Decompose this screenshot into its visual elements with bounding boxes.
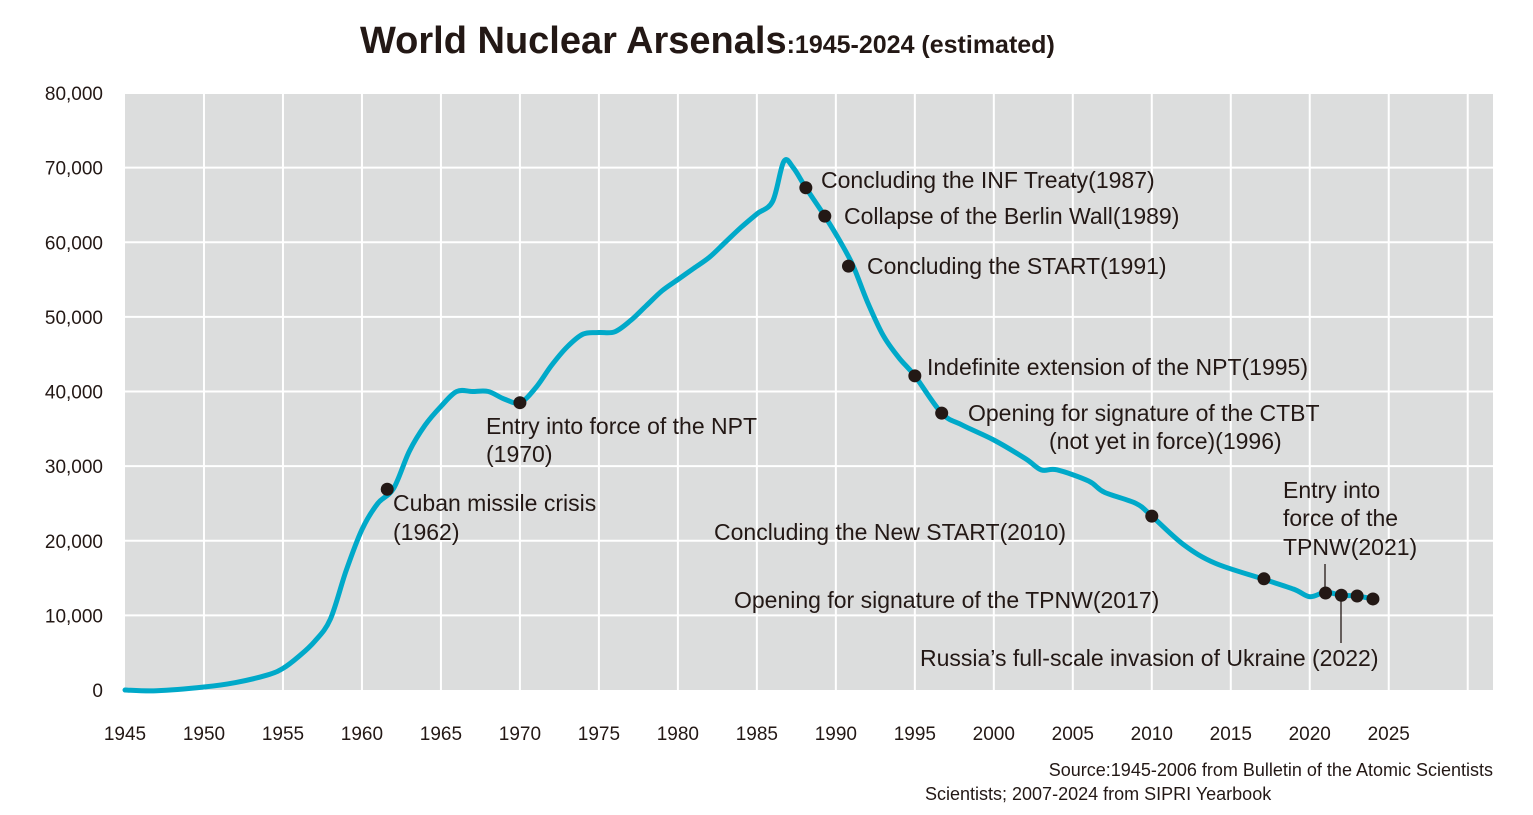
x-tick-label: 2000: [973, 724, 1015, 745]
x-tick-label: 1980: [657, 724, 699, 745]
event-marker: [799, 181, 813, 195]
x-tick-label: 2005: [1052, 724, 1094, 745]
x-tick-label: 1995: [894, 724, 936, 745]
event-marker: [841, 259, 855, 273]
annotation-2021-line2: force of the: [1283, 505, 1398, 531]
y-tick-label: 80,000: [45, 84, 103, 105]
annotation-1989: Collapse of the Berlin Wall(1989): [844, 203, 1179, 229]
source-line-2: Scientists; 2007-2024 from SIPRI Yearboo…: [925, 784, 1272, 804]
annotation-1987: Concluding the INF Treaty(1987): [821, 167, 1155, 193]
y-tick-label: 30,000: [45, 457, 103, 478]
annotation-1991: Concluding the START(1991): [867, 253, 1167, 279]
x-tick-label: 1970: [499, 724, 541, 745]
y-tick-label: 10,000: [45, 606, 103, 627]
chart-title: World Nuclear Arsenals:1945-2024 (estima…: [360, 20, 1055, 62]
annotation-1996-line2: (not yet in force)(1996): [1049, 428, 1282, 454]
event-marker: [1366, 592, 1380, 606]
x-tick-label: 1990: [815, 724, 857, 745]
y-tick-label: 20,000: [45, 532, 103, 553]
x-tick-label: 1965: [420, 724, 462, 745]
x-tick-label: 2015: [1210, 724, 1252, 745]
annotation-1995: Indefinite extension of the NPT(1995): [927, 354, 1308, 380]
x-tick-label: 2025: [1368, 724, 1410, 745]
event-marker: [1350, 589, 1364, 603]
event-marker: [1334, 588, 1348, 602]
event-marker: [935, 406, 949, 420]
annotation-1970-year: (1970): [486, 441, 552, 467]
y-tick-label: 60,000: [45, 233, 103, 254]
x-tick-label: 1945: [104, 724, 146, 745]
annotation-2021-line1: Entry into: [1283, 477, 1380, 503]
event-marker: [818, 209, 832, 223]
y-tick-label: 0: [92, 681, 103, 702]
y-tick-label: 50,000: [45, 308, 103, 329]
x-axis: 1945 1950 1955 1960 1965 1970 1975 1980 1985 1990…: [104, 724, 1410, 745]
y-tick-label: 40,000: [45, 383, 103, 404]
x-tick-label: 1950: [183, 724, 225, 745]
annotation-1962: Cuban missile crisis: [393, 490, 596, 516]
annotation-2010: Concluding the New START(2010): [714, 519, 1066, 545]
event-marker: [1145, 509, 1159, 523]
chart-subtitle: :1945-2024 (estimated): [787, 31, 1055, 59]
x-tick-label: 2020: [1289, 724, 1331, 745]
y-tick-label: 70,000: [45, 159, 103, 180]
event-marker: [1319, 586, 1333, 600]
event-marker: [908, 369, 922, 383]
annotation-2021-line3: TPNW(2021): [1283, 534, 1417, 560]
gridlines: [125, 92, 1493, 690]
event-marker: [380, 482, 394, 496]
annotation-2022: Russia’s full-scale invasion of Ukraine …: [920, 645, 1379, 671]
y-axis: 0 10,000 20,000 30,000 40,000 50,000 60,000 70,…: [45, 84, 103, 702]
annotation-1962-year: (1962): [393, 519, 459, 545]
annotation-1996: Opening for signature of the CTBT: [968, 400, 1320, 426]
series-line-warheads: [122, 157, 1376, 694]
x-tick-label: 1960: [341, 724, 383, 745]
x-tick-label: 2010: [1131, 724, 1173, 745]
chart-title-main: World Nuclear Arsenals: [360, 20, 787, 62]
annotations: Cuban missile crisis (1962) Entry into f…: [393, 167, 1417, 671]
source-line-1: Source:1945-2006 from Bulletin of the At…: [1049, 760, 1493, 780]
event-marker: [1257, 572, 1271, 586]
x-tick-label: 1975: [578, 724, 620, 745]
annotation-1970: Entry into force of the NPT: [486, 413, 757, 439]
x-tick-label: 1985: [736, 724, 778, 745]
x-tick-label: 1955: [262, 724, 304, 745]
event-marker: [513, 396, 527, 410]
event-markers: [380, 181, 1380, 606]
annotation-2017: Opening for signature of the TPNW(2017): [734, 587, 1159, 613]
